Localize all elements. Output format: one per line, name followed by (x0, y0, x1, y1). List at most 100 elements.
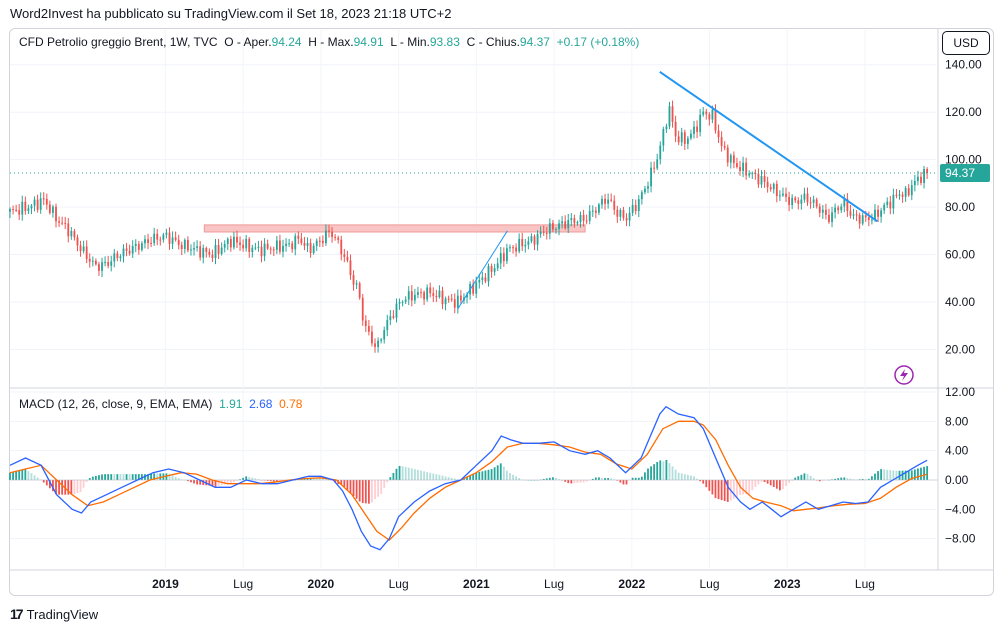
macd-hist-bar (380, 480, 383, 494)
candle-body (647, 186, 649, 189)
candle-body (628, 212, 631, 221)
macd-hist-bar (107, 474, 110, 480)
macd-hist-bar (619, 480, 622, 483)
candle-body (79, 245, 82, 252)
candle-body (548, 223, 551, 234)
candle-body (916, 176, 919, 182)
descending-trendline[interactable] (659, 71, 878, 223)
candle-body (257, 246, 260, 248)
lightning-icon[interactable] (894, 365, 914, 385)
macd-hist-bar (229, 480, 232, 484)
macd-hist-bar (831, 479, 833, 480)
candle-body (775, 183, 778, 197)
macd-hist-bar (821, 480, 824, 481)
gridlines (10, 29, 994, 571)
tradingview-brand[interactable]: 17 TradingView (10, 606, 98, 622)
candle-body (24, 201, 27, 212)
macd-hist-bar (686, 474, 689, 480)
macd-hist-bar (9, 472, 11, 480)
macd-hist-bar (923, 466, 925, 480)
macd-hist-bar (567, 480, 570, 484)
candle-body (279, 240, 281, 252)
macd-hist-bar (487, 469, 490, 480)
candle-body (27, 208, 30, 212)
macd-hist-bar (248, 477, 251, 480)
macd-hist-bar (748, 480, 751, 494)
macd-hist-bar (456, 479, 459, 480)
candle-body (502, 253, 505, 262)
macd-hist-bar (548, 477, 551, 480)
macd-hist-bar (349, 480, 352, 494)
candle-body (631, 205, 634, 213)
candle-body (496, 263, 499, 269)
candle-body (76, 237, 79, 246)
macd-hist-bar (671, 466, 674, 480)
macd-hist-bar (880, 469, 883, 480)
candle-body (788, 196, 791, 206)
macd-hist-bar (834, 478, 837, 480)
support-trendline[interactable] (457, 230, 508, 310)
candle-body (328, 230, 330, 232)
candle-body (269, 248, 272, 250)
macd-hist-bar (85, 480, 88, 482)
macd-hist-bar (874, 473, 876, 480)
open-label: O - Aper. (224, 35, 272, 49)
macd-hist-bar (558, 479, 560, 480)
time-tick-label: 2021 (463, 577, 490, 591)
macd-signal-line (9, 420, 928, 541)
macd-hist-bar (45, 480, 48, 486)
candle-body (208, 251, 211, 255)
macd-tick-label: 4.00 (945, 444, 969, 458)
macd-hist-bar (702, 480, 705, 484)
candle-body (702, 111, 705, 115)
macd-hist-bar (622, 480, 625, 485)
macd-hist-bar (478, 471, 481, 480)
candle-body (125, 248, 128, 251)
candle-body (880, 210, 883, 217)
candle-body (193, 247, 195, 250)
candle-body (174, 237, 177, 240)
resistance-zone-layer (203, 224, 586, 233)
candle-body (48, 204, 51, 213)
candle-body (361, 297, 364, 321)
candle-body (263, 243, 266, 257)
macd-hist-bar (714, 480, 717, 499)
macd-tick-label: 0.00 (945, 473, 969, 487)
candle-body (202, 248, 205, 258)
candle-body (714, 109, 717, 131)
candle-body (352, 275, 355, 285)
candle-body (821, 209, 824, 213)
macd-hist-bar (576, 480, 579, 483)
candle-body (315, 240, 318, 246)
candle-body (9, 208, 11, 212)
macd-hist-bar (726, 480, 729, 502)
candle-body (94, 260, 97, 265)
candle-body (904, 188, 907, 197)
publication-caption: Word2Invest ha pubblicato su TradingView… (10, 6, 452, 21)
macd-hist-bar (340, 480, 343, 485)
macd-hist-bar (82, 480, 85, 488)
macd-hist-bar (736, 480, 738, 497)
candle-body (220, 247, 223, 254)
macd-hist-bar (472, 474, 475, 480)
macd-hist-bar (226, 480, 229, 484)
candle-body (837, 207, 840, 211)
candle-body (159, 239, 162, 241)
currency-button[interactable]: USD (942, 31, 990, 55)
macd-hist-bar (395, 468, 398, 480)
candle-body (530, 236, 533, 242)
macd-hist-bar (579, 480, 582, 483)
macd-hist-bar (383, 480, 386, 489)
candle-body (417, 292, 419, 295)
macd-hist-bar (168, 473, 171, 480)
macd-hist-bar (42, 480, 45, 483)
candle-body (153, 233, 156, 244)
macd-hist-bar (515, 476, 518, 480)
candle-body (107, 262, 110, 266)
macd-hist-bar (668, 463, 671, 480)
macd-hist-bar (564, 480, 567, 482)
macd-hist-bar (723, 480, 726, 501)
candle-body (674, 121, 677, 137)
candle-body (236, 236, 238, 243)
